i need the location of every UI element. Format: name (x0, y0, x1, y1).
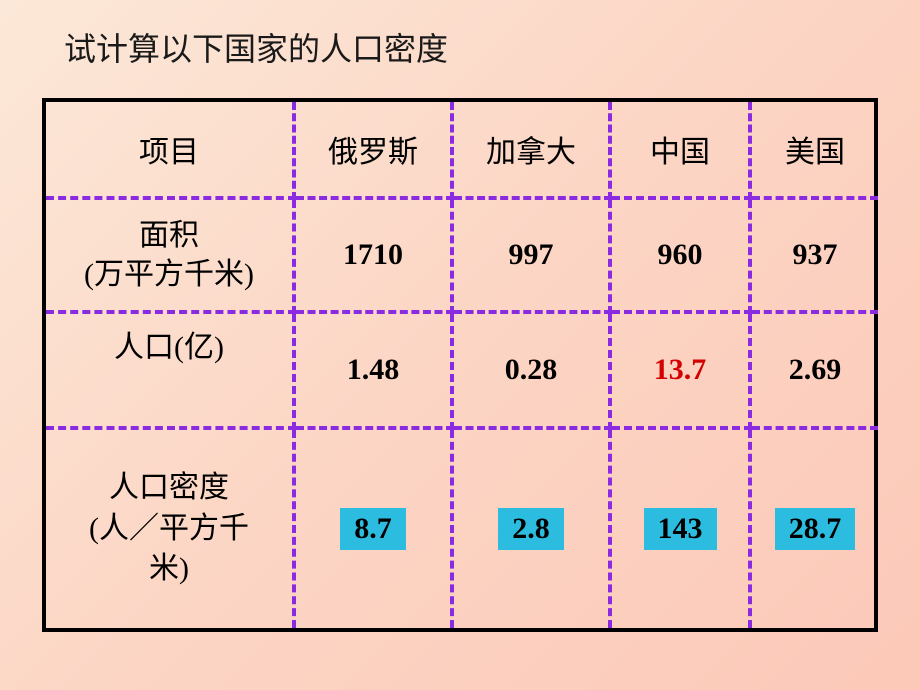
col-header: 美国 (750, 102, 878, 198)
col-header: 俄罗斯 (294, 102, 452, 198)
cell: 143 (610, 428, 750, 628)
row-label-text: 面积 (万平方千米) (50, 216, 288, 294)
cell: 1.48 (294, 312, 452, 428)
cell: 2.8 (452, 428, 610, 628)
cell: 0.28 (452, 312, 610, 428)
result-box: 143 (644, 508, 717, 550)
cell: 960 (610, 198, 750, 312)
table-row: 人口(亿) 1.48 0.28 13.7 2.69 (46, 312, 878, 428)
cell: 1710 (294, 198, 452, 312)
row-label: 人口密度 (人／平方千 米) (46, 428, 294, 628)
table-row: 人口密度 (人／平方千 米) 8.7 2.8 143 28.7 (46, 428, 878, 628)
page-title: 试计算以下国家的人口密度 (0, 0, 920, 70)
row-label-text: 人口(亿) (114, 331, 224, 364)
result-box: 2.8 (498, 508, 564, 550)
row-label: 面积 (万平方千米) (46, 198, 294, 312)
table-row: 面积 (万平方千米) 1710 997 960 937 (46, 198, 878, 312)
col-header: 项目 (46, 102, 294, 198)
cell: 937 (750, 198, 878, 312)
col-header: 加拿大 (452, 102, 610, 198)
cell-highlight: 13.7 (610, 312, 750, 428)
cell: 997 (452, 198, 610, 312)
result-box: 8.7 (340, 508, 406, 550)
cell: 28.7 (750, 428, 878, 628)
row-label: 人口(亿) (46, 312, 294, 428)
result-box: 28.7 (775, 508, 856, 550)
table-header-row: 项目 俄罗斯 加拿大 中国 美国 (46, 102, 878, 198)
density-table: 项目 俄罗斯 加拿大 中国 美国 面积 (万平方千米) 1710 997 960… (42, 98, 878, 632)
col-header: 中国 (610, 102, 750, 198)
row-label-text: 人口密度 (人／平方千 米) (50, 468, 288, 590)
cell: 8.7 (294, 428, 452, 628)
cell: 2.69 (750, 312, 878, 428)
